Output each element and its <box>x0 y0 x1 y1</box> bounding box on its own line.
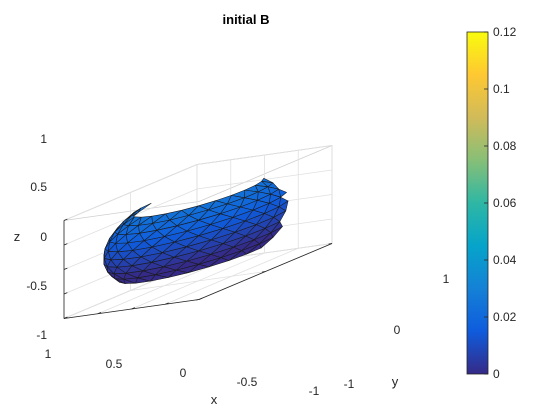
x-tick <box>97 311 102 315</box>
z-tick-label: -1 <box>36 328 47 342</box>
z-tick <box>63 218 68 221</box>
y-tick-label: 0 <box>394 323 401 337</box>
z-tick-label: -0.5 <box>26 279 47 293</box>
z-axis: 1 0.5 0 -0.5 -1 z <box>14 132 48 342</box>
surface-mesh <box>103 178 289 284</box>
gridline <box>130 271 266 291</box>
y-tick-label: -1 <box>344 377 355 391</box>
axes-box-edge <box>63 201 200 221</box>
chart-title: initial B <box>223 12 270 27</box>
colorbar-tick-label: 0.12 <box>493 25 517 39</box>
y-axis-label: y <box>392 374 399 389</box>
z-tick-label: 0.5 <box>30 180 47 194</box>
z-tick <box>63 316 68 319</box>
y-tick-label: 1 <box>443 272 450 286</box>
z-tick <box>63 243 68 246</box>
x-axis: 1 0.5 0 -0.5 -1 x <box>45 347 320 407</box>
colorbar-tick-label: 0.04 <box>493 253 517 267</box>
z-tick <box>63 292 68 295</box>
surface-face <box>151 236 175 248</box>
x-tick <box>165 302 169 305</box>
colorbar-tick-label: 0.1 <box>493 82 510 96</box>
z-tick <box>63 267 68 270</box>
x-tick-label: -0.5 <box>237 375 258 389</box>
y-axis: -1 0 1 y <box>344 272 450 391</box>
z-axis-label: z <box>14 229 21 244</box>
surface-face <box>156 225 178 237</box>
colorbar: 0.12 0.1 0.08 0.06 0.04 0.02 0 <box>466 25 517 381</box>
axes-box-edge <box>198 145 333 202</box>
colorbar-tick-label: 0 <box>493 367 500 381</box>
colorbar-tick-label: 0.02 <box>493 310 517 324</box>
colorbar-tick-label: 0.06 <box>493 196 517 210</box>
z-tick-label: 0 <box>40 230 47 244</box>
x-axis-label: x <box>211 392 218 407</box>
x-tick <box>131 307 135 310</box>
x-tick-label: -1 <box>309 384 320 398</box>
gridline <box>196 145 333 165</box>
colorbar-tick-label: 0.08 <box>493 139 517 153</box>
x-tick-label: 0 <box>180 366 187 380</box>
x-tick-label: 1 <box>45 347 52 361</box>
x-tick-label: 0.5 <box>106 357 123 371</box>
x-tick <box>198 297 203 300</box>
z-tick-label: 1 <box>40 132 47 146</box>
axes-lines <box>63 218 333 319</box>
